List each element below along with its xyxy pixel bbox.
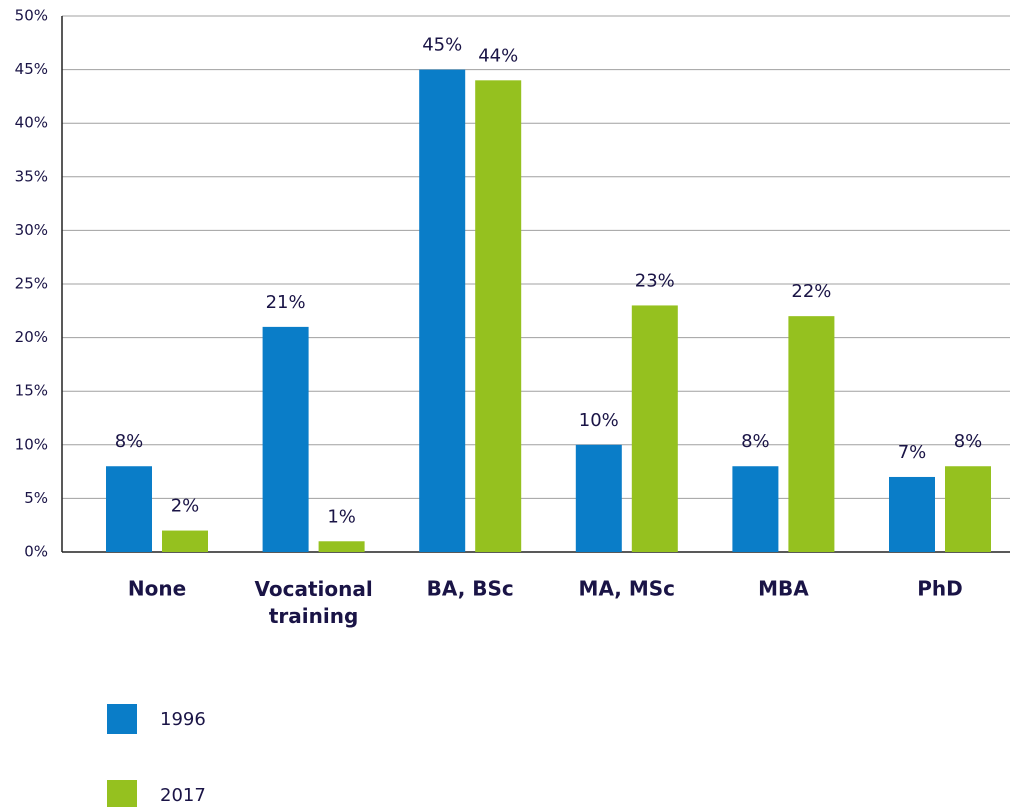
data-label: 23%	[635, 270, 675, 291]
data-label: 44%	[478, 45, 518, 66]
y-tick-label: 10%	[15, 435, 48, 453]
y-tick-label: 35%	[15, 167, 48, 185]
y-tick-label: 0%	[24, 543, 48, 561]
data-label: 22%	[791, 281, 831, 302]
bar	[631, 305, 678, 552]
bar	[945, 466, 991, 552]
x-tick-label: None	[128, 577, 186, 601]
data-label: 8%	[115, 431, 144, 452]
bar	[889, 476, 935, 552]
x-tick-label: PhD	[917, 577, 963, 601]
x-tick-label-line: training	[269, 604, 358, 628]
x-tick-label: MBA	[758, 577, 809, 601]
data-label: 45%	[422, 35, 462, 56]
y-tick-label: 30%	[15, 221, 48, 239]
data-label: 1%	[327, 506, 356, 527]
legend-swatch	[107, 780, 137, 807]
legend-label: 1996	[160, 709, 206, 730]
y-tick-label: 45%	[15, 60, 48, 78]
legend-swatch	[107, 704, 137, 734]
y-tick-label: 20%	[15, 328, 48, 346]
y-tick-label: 50%	[15, 7, 48, 25]
bar	[732, 466, 779, 552]
bar	[575, 444, 622, 552]
x-tick-label: MA, MSc	[579, 577, 675, 601]
data-label: 21%	[266, 292, 306, 313]
bar	[475, 80, 522, 552]
bar	[318, 541, 365, 552]
data-label: 2%	[171, 496, 200, 517]
y-tick-label: 15%	[15, 382, 48, 400]
data-label: 8%	[954, 431, 983, 452]
bar	[788, 316, 835, 552]
x-tick-label-line: Vocational	[254, 577, 372, 601]
x-tick-label: BA, BSc	[427, 577, 514, 601]
data-label: 10%	[579, 410, 619, 431]
legend-label: 2017	[160, 785, 206, 806]
data-label: 8%	[741, 431, 770, 452]
data-label: 7%	[898, 442, 927, 463]
y-tick-label: 40%	[15, 114, 48, 132]
bar	[106, 466, 152, 552]
bar	[419, 69, 466, 552]
bar	[162, 530, 208, 552]
x-tick-label: Vocational training	[254, 577, 372, 628]
y-tick-label: 5%	[24, 489, 48, 507]
bar	[262, 326, 309, 552]
y-tick-label: 25%	[15, 275, 48, 293]
